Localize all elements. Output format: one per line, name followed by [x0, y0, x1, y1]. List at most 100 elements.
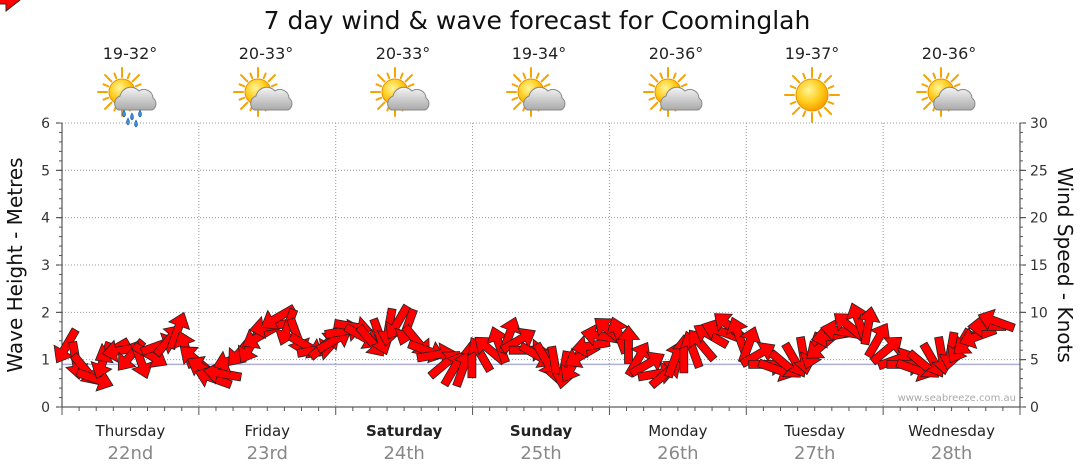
wind-arrow: [0, 0, 21, 12]
sun-ray: [377, 101, 386, 110]
sun-cloud-icon: [643, 67, 703, 117]
sun-ray: [789, 100, 797, 105]
left-tick-label: 4: [41, 211, 50, 227]
left-tick-label: 5: [41, 163, 50, 179]
day-date-label: 27th: [794, 443, 835, 464]
sun-ray: [650, 101, 659, 110]
sun-ray: [240, 74, 249, 83]
wind-arrow: [385, 303, 412, 340]
right-tick-label: 0: [1030, 400, 1039, 416]
sun-disc: [795, 78, 829, 112]
cloud-shape: [114, 86, 157, 111]
right-tick-label: 25: [1030, 163, 1048, 179]
day-name-label: Wednesday: [908, 422, 995, 440]
day-name-label: Sunday: [510, 422, 573, 440]
day-date-label: 22nd: [108, 443, 154, 464]
sun-ray: [677, 74, 686, 83]
right-tick-label: 15: [1030, 258, 1048, 274]
left-tick-label: 3: [41, 258, 50, 274]
sun-ray: [102, 83, 110, 88]
rain-drop: [122, 109, 126, 118]
sun-ray: [923, 74, 932, 83]
temperature-label: 20-36°: [649, 44, 704, 63]
sun-ray: [404, 74, 413, 83]
chart-grid: [62, 122, 1020, 407]
temperature-label: 20-33°: [239, 44, 294, 63]
day-date-label: 23rd: [247, 443, 288, 464]
sun-ray: [680, 83, 688, 88]
wind-arrow: [864, 322, 891, 359]
sun-ray: [950, 74, 959, 83]
sun-ray: [104, 74, 113, 83]
day-date-label: 25th: [520, 443, 561, 464]
sun-ray: [827, 100, 835, 105]
sun-ray: [535, 72, 540, 80]
day-date-label: 26th: [657, 443, 698, 464]
sun-ray: [923, 101, 932, 110]
rain-drop: [130, 112, 134, 121]
sun-ray: [386, 72, 391, 80]
left-tick-label: 6: [41, 116, 50, 132]
sun-icon: [784, 67, 840, 123]
sun-ray: [650, 74, 659, 83]
sun-ray: [131, 74, 140, 83]
sun-ray: [375, 83, 383, 88]
sun-cloud-icon: [233, 67, 293, 117]
sun-ray: [953, 83, 961, 88]
sun-ray: [513, 74, 522, 83]
right-axis-label: Wind Speed - Knots: [1053, 167, 1077, 363]
temperature-label: 19-34°: [512, 44, 567, 63]
sun-ray: [104, 101, 113, 110]
wind-arrow: [977, 308, 1016, 333]
wind-arrow: [202, 361, 243, 385]
watermark: www.seabreeze.com.au: [898, 393, 1016, 404]
cloud-shape: [250, 86, 293, 111]
sun-ray: [113, 72, 118, 80]
temperature-label: 20-36°: [922, 44, 977, 63]
right-tick-label: 20: [1030, 211, 1048, 227]
sun-ray: [249, 72, 254, 80]
temperature-label: 19-37°: [785, 44, 840, 63]
day-name-label: Friday: [245, 422, 291, 440]
weather-icons: [97, 67, 976, 128]
sun-cloud-icon: [506, 67, 566, 117]
sun-ray: [511, 96, 519, 101]
sun-ray: [238, 83, 246, 88]
sun-ray: [827, 85, 835, 90]
chart-axes: 0 1 2 3 4 5 6 0 5 10 15 20 25 30: [41, 116, 1048, 416]
cloud-shape: [933, 86, 976, 111]
x-axis-labels: Thursday 22nd Friday 23rd Saturday 24th Sunday…: [95, 422, 996, 464]
right-tick-label: 10: [1030, 305, 1048, 321]
wind-arrow: [260, 304, 297, 331]
wind-arrow: [486, 326, 510, 365]
wind-arrow: [616, 324, 641, 364]
sun-ray: [802, 110, 807, 118]
sun-ray: [921, 96, 929, 101]
left-axis-label: Wave Height - Metres: [3, 157, 27, 372]
sun-cloud-icon: [370, 67, 430, 117]
day-name-label: Monday: [648, 422, 707, 440]
sun-ray: [270, 83, 278, 88]
sun-ray: [648, 96, 656, 101]
day-name-label: Tuesday: [783, 422, 845, 440]
sun-ray: [399, 72, 404, 80]
sun-ray: [921, 83, 929, 88]
sun-ray: [407, 83, 415, 88]
sun-ray: [648, 83, 656, 88]
temperature-label: 20-33°: [376, 44, 431, 63]
sun-ray: [102, 96, 110, 101]
sun-ray: [513, 101, 522, 110]
left-tick-label: 0: [41, 400, 50, 416]
sun-ray: [817, 72, 822, 80]
sun-ray: [945, 72, 950, 80]
sun-ray: [511, 83, 519, 88]
sun-ray: [262, 72, 267, 80]
sun-ray: [543, 83, 551, 88]
right-tick-label: 5: [1030, 353, 1039, 369]
cloud-shape: [660, 86, 703, 111]
rain-drop: [126, 117, 130, 126]
sun-ray: [817, 110, 822, 118]
cloud-shape: [523, 86, 566, 111]
day-date-label: 24th: [383, 443, 424, 464]
